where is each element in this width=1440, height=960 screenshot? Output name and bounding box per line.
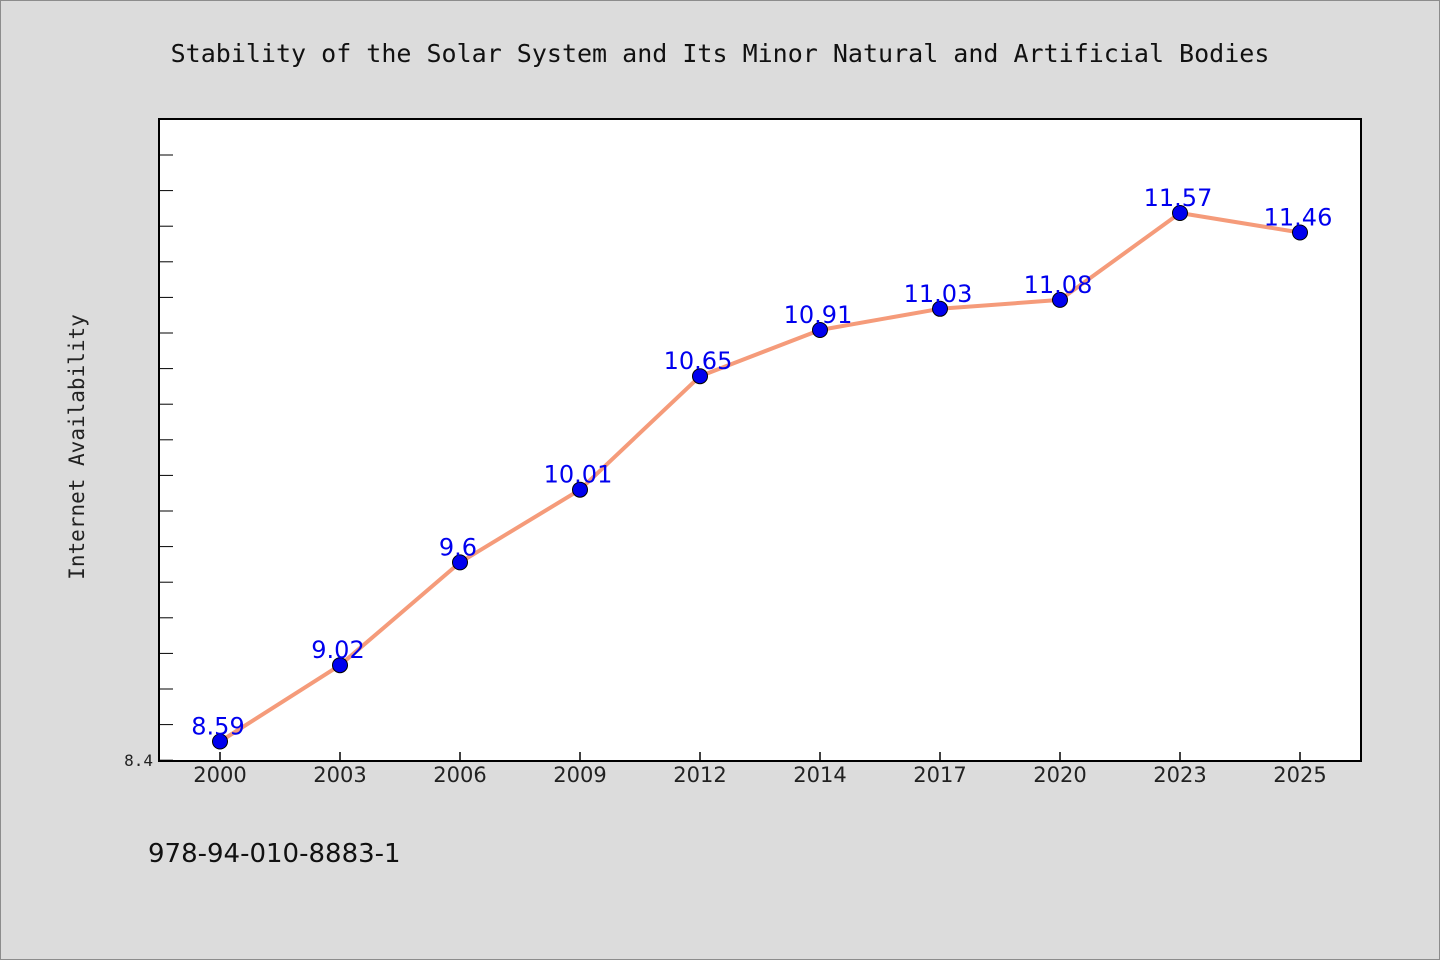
- x-tick-label: 2009: [553, 763, 606, 787]
- x-tick-label: 2017: [913, 763, 966, 787]
- y-axis-ticks: 8.4: [124, 751, 153, 770]
- data-point: [212, 733, 228, 750]
- series-layer: [212, 205, 1308, 750]
- data-point: [692, 368, 708, 385]
- data-label: 8.59: [191, 713, 244, 741]
- data-label: 11.03: [904, 280, 973, 308]
- data-point: [812, 322, 828, 338]
- data-label: 10.01: [544, 461, 613, 489]
- x-tick-label: 2006: [433, 763, 486, 787]
- data-label: 11.08: [1024, 271, 1093, 299]
- x-tick-label: 2000: [193, 763, 246, 787]
- x-tick-label: 2023: [1153, 763, 1206, 787]
- y-axis-label: Internet Availability: [65, 314, 89, 580]
- data-label: 10.91: [784, 301, 853, 329]
- y-minor-ticks: [159, 154, 173, 761]
- data-point: [452, 554, 468, 571]
- data-label: 9.02: [311, 636, 364, 664]
- x-tick-label: 2025: [1273, 763, 1326, 787]
- data-label: 10.65: [664, 347, 733, 375]
- data-point: [1292, 224, 1308, 241]
- data-point: [1052, 291, 1068, 308]
- data-label: 11.46: [1264, 204, 1333, 232]
- data-point: [332, 657, 348, 674]
- x-axis-ticks: 2000 2003 2006 2009 2012 2014 2017 2020 2023 2025: [193, 752, 1327, 787]
- data-labels: 8.59 9.02 9.6 10.01 10.65 10.91 11.03 11.08 11.5…: [191, 184, 1332, 741]
- x-tick-label: 2003: [313, 763, 366, 787]
- x-tick-label: 2014: [793, 763, 846, 787]
- x-tick-label: 2012: [673, 763, 726, 787]
- series-line: [218, 211, 1302, 744]
- data-label: 9.6: [439, 533, 477, 561]
- y-tick-label: 8.4: [124, 751, 153, 770]
- data-point: [572, 481, 588, 498]
- x-tick-label: 2020: [1033, 763, 1086, 787]
- data-point: [1172, 205, 1188, 221]
- data-label: 11.57: [1144, 184, 1213, 212]
- data-point: [932, 300, 948, 317]
- chart-title: Stability of the Solar System and Its Mi…: [171, 39, 1270, 68]
- footer-isbn: 978-94-010-8883-1: [148, 839, 401, 869]
